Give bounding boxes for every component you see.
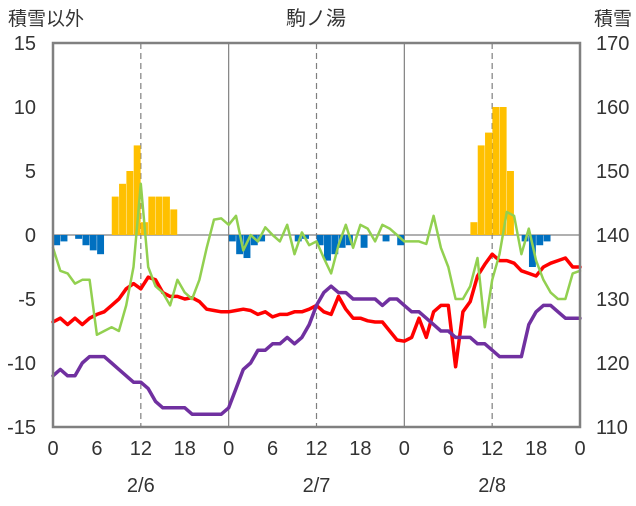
snow-decrease-bar — [338, 235, 346, 248]
left-tick-label: -5 — [18, 289, 36, 311]
snowfall-bar — [485, 132, 492, 235]
x-tick-label: 6 — [91, 438, 102, 460]
x-tick-label: 6 — [267, 438, 278, 460]
x-tick-label: 0 — [574, 438, 585, 460]
left-tick-label: 15 — [14, 33, 36, 55]
snow-decrease-bar — [82, 235, 90, 246]
snow-decrease-bar — [382, 235, 390, 242]
snow-decrease-bar — [331, 235, 339, 255]
bar-layer — [53, 107, 551, 267]
right-tick-label: 150 — [596, 161, 629, 183]
green-series-line — [51, 182, 582, 337]
x-tick-label: 12 — [481, 438, 503, 460]
snow-decrease-bar — [316, 235, 324, 246]
snow-decrease-bar — [236, 235, 244, 255]
grid-layer — [53, 43, 580, 427]
left-tick-label: -15 — [7, 417, 36, 439]
snowfall-bar — [507, 171, 514, 235]
x-tick-label: 12 — [305, 438, 327, 460]
left-tick-label: 10 — [14, 97, 36, 119]
snowfall-bar — [470, 222, 478, 235]
left-tick-label: -10 — [7, 353, 36, 375]
snowfall-bar — [492, 107, 500, 235]
x-tick-label: 18 — [525, 438, 547, 460]
snow-decrease-bar — [397, 235, 405, 246]
snowfall-bar — [162, 196, 170, 235]
x-tick-label: 6 — [443, 438, 454, 460]
right-axis-title: 積雪 — [594, 8, 632, 30]
x-tick-label: 0 — [399, 438, 410, 460]
snowfall-bar — [126, 171, 134, 235]
snowfall-bar — [111, 196, 119, 235]
snowfall-bar — [499, 107, 507, 235]
snow-decrease-bar — [360, 235, 368, 248]
snow-decrease-bar — [60, 235, 68, 242]
right-tick-label: 120 — [596, 353, 629, 375]
left-axis-title: 積雪以外 — [8, 8, 84, 30]
date-label: 2/7 — [303, 475, 331, 497]
left-tick-label: 5 — [25, 161, 36, 183]
snowfall-bar — [477, 145, 485, 235]
snow-decrease-bar — [89, 235, 97, 251]
x-tick-label: 0 — [223, 438, 234, 460]
snow-decrease-bar — [228, 235, 236, 242]
date-label: 2/8 — [478, 475, 506, 497]
snowfall-bar — [170, 209, 178, 235]
x-tick-label: 12 — [130, 438, 152, 460]
snow-decrease-bar — [250, 235, 258, 246]
right-tick-label: 110 — [596, 417, 628, 439]
snow-decrease-bar — [324, 235, 331, 261]
x-tick-label: 18 — [349, 438, 371, 460]
right-tick-label: 130 — [596, 289, 629, 311]
snow-decrease-bar — [75, 235, 83, 239]
snow-depth-line — [51, 284, 582, 416]
snow-decrease-bar — [243, 235, 251, 259]
right-tick-label: 170 — [596, 33, 629, 55]
snowfall-bar — [119, 183, 126, 235]
line-layer — [51, 182, 582, 416]
snowfall-bar — [133, 145, 141, 235]
snow-decrease-bar — [53, 235, 61, 246]
snow-decrease-bar — [97, 235, 105, 255]
snow-decrease-bar — [258, 235, 266, 242]
snowfall-bar — [148, 196, 156, 235]
snow-decrease-bar — [294, 235, 302, 242]
right-tick-label: 140 — [596, 225, 629, 247]
right-tick-label: 160 — [596, 97, 629, 119]
snow-decrease-bar — [543, 235, 551, 242]
plot-area-frame — [51, 41, 582, 429]
date-label: 2/6 — [127, 475, 155, 497]
x-tick-label: 18 — [174, 438, 196, 460]
snowfall-bar — [155, 196, 163, 235]
snow-decrease-bar — [528, 235, 536, 267]
chart-title: 駒ノ湯 — [286, 7, 346, 30]
left-tick-label: 0 — [25, 225, 36, 247]
snow-decrease-bar — [536, 235, 544, 246]
x-tick-label: 0 — [47, 438, 58, 460]
